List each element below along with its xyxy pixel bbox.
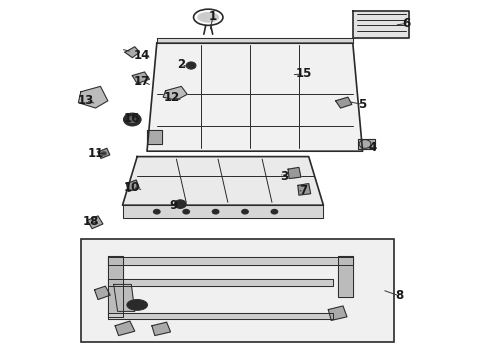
Text: 8: 8 <box>395 289 403 302</box>
Text: 13: 13 <box>77 94 94 107</box>
Polygon shape <box>152 322 171 336</box>
Polygon shape <box>157 38 353 43</box>
Circle shape <box>182 209 190 215</box>
Circle shape <box>101 151 107 156</box>
Text: 7: 7 <box>300 184 308 197</box>
FancyBboxPatch shape <box>81 239 394 342</box>
Text: 4: 4 <box>368 141 376 154</box>
Ellipse shape <box>197 12 220 23</box>
Polygon shape <box>288 167 301 179</box>
Text: 1: 1 <box>209 10 217 23</box>
Polygon shape <box>108 257 353 265</box>
Text: 6: 6 <box>403 17 411 30</box>
Polygon shape <box>147 130 162 144</box>
Circle shape <box>174 200 186 208</box>
Polygon shape <box>336 97 352 108</box>
Polygon shape <box>78 86 108 108</box>
Text: 16: 16 <box>124 112 141 125</box>
Polygon shape <box>298 184 311 195</box>
Text: 15: 15 <box>295 67 312 80</box>
Circle shape <box>270 209 278 215</box>
Text: 18: 18 <box>82 215 99 228</box>
Polygon shape <box>338 256 353 297</box>
Text: 3: 3 <box>280 170 288 183</box>
Text: 10: 10 <box>124 181 141 194</box>
Circle shape <box>241 209 249 215</box>
Polygon shape <box>114 284 135 311</box>
Circle shape <box>123 113 141 126</box>
Text: 14: 14 <box>134 49 150 62</box>
Polygon shape <box>328 306 347 320</box>
Polygon shape <box>115 321 135 336</box>
Polygon shape <box>126 180 139 192</box>
Polygon shape <box>358 139 375 149</box>
Text: 12: 12 <box>163 91 180 104</box>
Text: 2: 2 <box>177 58 185 71</box>
Polygon shape <box>353 11 409 38</box>
Text: 5: 5 <box>359 98 367 111</box>
Text: 9: 9 <box>170 199 178 212</box>
Polygon shape <box>122 157 323 205</box>
Polygon shape <box>108 279 333 286</box>
Polygon shape <box>125 47 140 58</box>
Polygon shape <box>87 216 103 229</box>
Circle shape <box>153 209 161 215</box>
Text: 11: 11 <box>87 147 104 159</box>
Circle shape <box>127 116 137 123</box>
Polygon shape <box>147 43 363 151</box>
Polygon shape <box>163 86 187 100</box>
Polygon shape <box>108 313 333 319</box>
Polygon shape <box>122 205 323 218</box>
Circle shape <box>186 62 196 69</box>
Text: 17: 17 <box>134 75 150 87</box>
Circle shape <box>212 209 220 215</box>
Ellipse shape <box>127 300 147 310</box>
Polygon shape <box>98 148 110 158</box>
Polygon shape <box>95 286 110 300</box>
Polygon shape <box>132 72 149 84</box>
Polygon shape <box>108 256 122 317</box>
